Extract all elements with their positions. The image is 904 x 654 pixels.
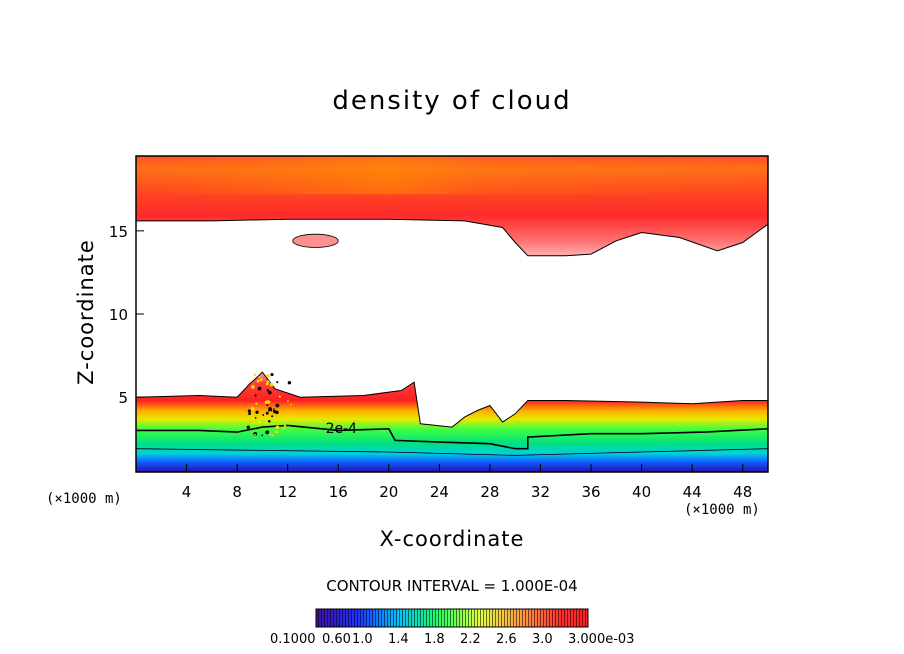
colorbar-label: 2.2 bbox=[460, 632, 481, 647]
colorbar-frame bbox=[315, 608, 589, 628]
contour-interval: CONTOUR INTERVAL = 1.000E-04 bbox=[326, 577, 578, 595]
y-axis: 5 10 15 bbox=[109, 223, 144, 407]
speckle bbox=[265, 430, 270, 435]
speckle bbox=[268, 407, 272, 411]
y-tick-label: 15 bbox=[109, 223, 128, 241]
colorbar-label: 2.6 bbox=[496, 632, 517, 647]
x-unit-right: (×1000 m) bbox=[684, 502, 760, 518]
colorbar-label: 1.0 bbox=[352, 632, 373, 647]
speckle bbox=[268, 390, 272, 395]
speckle bbox=[271, 434, 274, 437]
speckle bbox=[265, 411, 269, 415]
upper-cloud-contour bbox=[136, 218, 768, 257]
x-tick-label: 16 bbox=[329, 483, 348, 501]
speckle bbox=[248, 412, 251, 416]
speckle bbox=[276, 381, 279, 384]
y-tick-label: 5 bbox=[118, 389, 128, 407]
speckle bbox=[257, 386, 262, 391]
speckle bbox=[287, 380, 292, 385]
speckle bbox=[261, 434, 264, 437]
contour-label: 2e-4 bbox=[326, 421, 358, 437]
speckle bbox=[257, 420, 261, 424]
speckle bbox=[256, 379, 260, 383]
x-unit-left: (×1000 m) bbox=[46, 491, 122, 507]
speckle bbox=[251, 385, 255, 389]
x-tick-label: 48 bbox=[733, 483, 752, 501]
speckle bbox=[253, 373, 257, 377]
contour-line-2e-4 bbox=[136, 424, 768, 450]
x-tick-label: 4 bbox=[182, 483, 192, 501]
speckle bbox=[255, 410, 259, 414]
isolated-cloud-patch bbox=[292, 233, 339, 248]
x-axis-label: X-coordinate bbox=[379, 527, 525, 551]
speckle bbox=[282, 427, 285, 430]
speckle bbox=[278, 395, 281, 398]
speckle bbox=[266, 400, 270, 404]
speckle bbox=[275, 403, 280, 408]
speckle bbox=[258, 375, 261, 378]
x-tick-label: 32 bbox=[531, 483, 550, 501]
lower-cloud-contour bbox=[136, 371, 768, 428]
colorbar-label: 0.60 bbox=[322, 632, 351, 647]
speckle bbox=[252, 421, 255, 425]
colorbar-ticks bbox=[316, 609, 588, 627]
speckle bbox=[246, 425, 250, 429]
speckle bbox=[254, 433, 256, 436]
lower-cloud-layer bbox=[136, 372, 768, 472]
speckle bbox=[266, 374, 270, 378]
speckle bbox=[270, 372, 274, 377]
colorbar-label: 0.1000 bbox=[270, 632, 316, 647]
speckle bbox=[262, 414, 265, 416]
speckle bbox=[269, 382, 274, 387]
x-axis: 4 8 12 16 20 24 28 32 36 40 44 48 bbox=[182, 464, 752, 501]
speckle bbox=[259, 378, 263, 382]
speckle bbox=[275, 410, 279, 415]
speckle bbox=[247, 409, 252, 413]
speckle bbox=[287, 400, 289, 403]
x-tick-label: 44 bbox=[683, 483, 702, 501]
speckle bbox=[271, 415, 274, 418]
speckle bbox=[274, 430, 277, 433]
y-axis-label: Z-coordinate bbox=[74, 239, 98, 385]
speckle bbox=[290, 403, 292, 406]
x-tick-label: 12 bbox=[278, 483, 297, 501]
speckle bbox=[272, 408, 275, 411]
speckle bbox=[268, 432, 271, 435]
convective-speckles bbox=[246, 372, 293, 437]
speckle bbox=[283, 424, 287, 428]
colorbar-label: 1.8 bbox=[424, 632, 445, 647]
x-tick-label: 28 bbox=[480, 483, 499, 501]
contour-field bbox=[136, 156, 768, 472]
speckle bbox=[254, 394, 257, 397]
speckle bbox=[266, 380, 270, 384]
colorbar-label: 3.0 bbox=[532, 632, 553, 647]
x-tick-label: 20 bbox=[379, 483, 398, 501]
speckle bbox=[275, 425, 279, 429]
upper-cloud-core bbox=[136, 156, 768, 195]
colorbar-label: 1.4 bbox=[388, 632, 409, 647]
speckle bbox=[249, 380, 252, 383]
y-tick-label: 10 bbox=[109, 306, 128, 324]
x-tick-label: 36 bbox=[581, 483, 600, 501]
speckle bbox=[254, 417, 257, 419]
colorbar-label: 3.000e-03 bbox=[568, 632, 635, 647]
speckle bbox=[250, 407, 255, 411]
contour-line-low bbox=[136, 448, 768, 456]
speckle bbox=[266, 404, 269, 406]
speckle bbox=[289, 415, 293, 418]
chart-title: density of cloud bbox=[332, 86, 572, 116]
speckle bbox=[255, 402, 258, 405]
x-tick-label: 8 bbox=[232, 483, 242, 501]
x-tick-label: 40 bbox=[632, 483, 651, 501]
speckle bbox=[266, 389, 269, 392]
speckle bbox=[268, 419, 271, 423]
x-tick-label: 24 bbox=[430, 483, 449, 501]
speckle bbox=[264, 421, 267, 425]
